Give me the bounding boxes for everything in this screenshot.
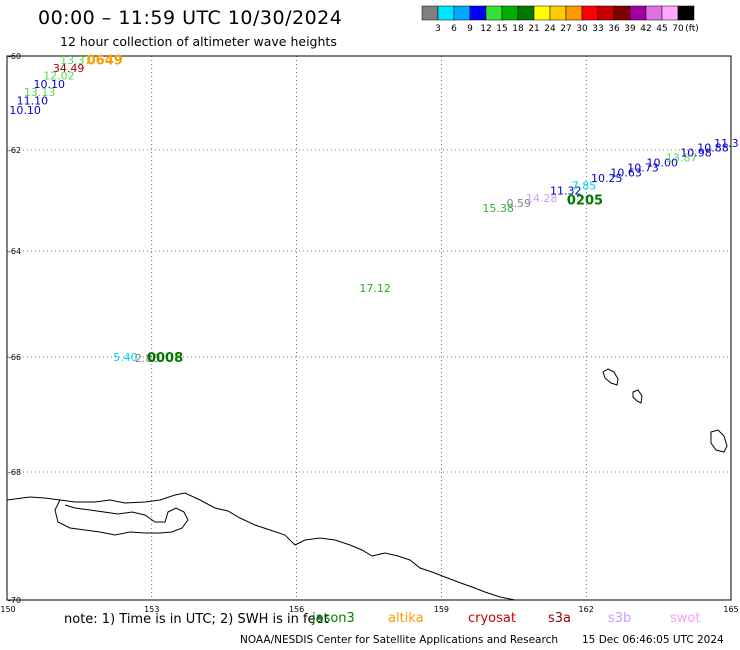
colorbar-tick-label: 24: [544, 24, 556, 34]
wave-height-label: 7.85: [572, 179, 597, 192]
latitude-tick-label: -68: [8, 468, 21, 477]
colorbar-swatch: [677, 5, 695, 21]
coastline: [6, 368, 728, 601]
longitude-tick-label: 150: [0, 605, 15, 614]
generated-timestamp: 15 Dec 06:46:05 UTC 2024: [582, 634, 724, 646]
map-subtitle: 12 hour collection of altimeter wave hei…: [60, 34, 337, 49]
satellite-legend: jason3 altika cryosat s3a s3b swot: [312, 611, 732, 629]
colorbar-legend: 3 6 9 12 15 18 21 24 27 30 33 36 39 42 45 70 (ft): [421, 5, 699, 34]
longitude-tick-label: 153: [144, 605, 159, 614]
colorbar-swatch: [437, 5, 455, 21]
latitude-tick-label: -70: [8, 596, 21, 605]
colorbar-tick-label: 9: [467, 24, 473, 34]
longitude-tick-label: 165: [723, 605, 738, 614]
wave-height-label: 0.59: [507, 197, 532, 210]
wave-height-label: 11.10: [17, 95, 49, 108]
island-3: [710, 429, 728, 453]
pass-time-labels: 0649 0205 0008: [87, 53, 603, 366]
wave-height-label: 13.37: [60, 54, 92, 67]
pass-time-label: 0008: [147, 351, 183, 366]
colorbar-tick-label: 3: [435, 24, 441, 34]
colorbar-tick-label: 33: [592, 24, 603, 34]
credit-text: NOAA/NESDIS Center for Satellite Applica…: [240, 634, 558, 646]
colorbar-tick-label: 30: [576, 24, 588, 34]
colorbar-swatch: [613, 5, 631, 21]
satellite-legend-item: s3a: [548, 611, 572, 626]
footer-note: note: 1) Time is in UTC; 2) SWH is in fe…: [64, 612, 329, 627]
wave-height-label: 15.38: [482, 202, 513, 215]
colorbar-tick-label: 27: [560, 24, 571, 34]
wave-height-label: 13.13: [24, 86, 56, 99]
map-frame: [6, 55, 732, 601]
wave-height-label: 17.12: [359, 282, 391, 295]
latitude-tick-label: -64: [8, 247, 21, 256]
longitude-tick-label: 159: [434, 605, 449, 614]
wave-height-label: 10.63: [610, 167, 642, 180]
satellite-legend-item: cryosat: [468, 611, 516, 626]
satellite-legend-item: jason3: [312, 611, 355, 626]
colorbar-tick-label: 39: [624, 24, 636, 34]
latitude-tick-label: -62: [8, 146, 21, 155]
colorbar-swatch: [517, 5, 535, 21]
colorbar-tick-label: 42: [640, 24, 651, 34]
coastal-ice-tongue: [54, 499, 189, 536]
wave-height-label: 11.32: [550, 184, 582, 197]
colorbar-swatch: [565, 5, 583, 21]
wave-height-label: 10.88: [697, 142, 729, 155]
colorbar-unit-label: (ft): [685, 24, 699, 34]
wave-height-label: 14.28: [526, 192, 558, 205]
wave-height-label: 5.40: [113, 351, 138, 364]
latitude-tick-label: -60: [8, 52, 21, 61]
colorbar-swatch: [549, 5, 567, 21]
wave-height-label: 10.10: [34, 78, 65, 91]
colorbar-swatch: [421, 5, 439, 21]
colorbar-tick-label: 18: [512, 24, 524, 34]
colorbar-swatch: [533, 5, 551, 21]
colorbar-swatch: [629, 5, 647, 21]
colorbar-swatch: [485, 5, 503, 21]
colorbar-tick-label: 21: [528, 24, 539, 34]
map-gridlines: [7, 56, 731, 600]
colorbar-swatch: [469, 5, 487, 21]
colorbar-swatch: [661, 5, 679, 21]
latitude-tick-label: -66: [8, 353, 21, 362]
antarctic-coastline: [6, 492, 516, 601]
colorbar-tick-label: 12: [480, 24, 491, 34]
pass-time-label: 0205: [567, 193, 603, 208]
colorbar-swatch: [581, 5, 599, 21]
colorbar-tick-label: 45: [656, 24, 667, 34]
island-1: [602, 368, 619, 386]
colorbar-swatch: [597, 5, 615, 21]
pass-time-label: 0649: [87, 53, 123, 68]
colorbar-tick-label: 36: [608, 24, 620, 34]
wave-height-label: 10.98: [680, 147, 712, 160]
island-2: [632, 389, 643, 404]
wave-height-label: 11.3: [714, 137, 739, 150]
wave-height-label: 13.87: [666, 152, 698, 165]
wave-height-label: 34.49: [53, 62, 85, 75]
longitude-tick-label: 162: [579, 605, 594, 614]
wave-height-label: 10.00: [647, 157, 679, 170]
colorbar-swatch: [645, 5, 663, 21]
observation-labels: 13.3734.4912.0210.1013.1311.1010.1015.38…: [9, 54, 738, 365]
longitude-tick-label: 156: [289, 605, 304, 614]
wave-height-label: 10.73: [627, 162, 659, 175]
satellite-legend-item: s3b: [608, 611, 632, 626]
map-title: 00:00 – 11:59 UTC 10/30/2024: [38, 7, 343, 29]
wave-height-label: 10.25: [591, 172, 623, 185]
wave-height-label: 2.80: [135, 352, 160, 365]
wave-height-label: 12.02: [43, 70, 74, 83]
colorbar-swatch: [453, 5, 471, 21]
wave-height-label: 10.10: [9, 104, 41, 117]
colorbar-tick-label: 15: [496, 24, 507, 34]
colorbar-swatch: [501, 5, 519, 21]
satellite-legend-item: swot: [670, 611, 701, 626]
satellite-legend-item: altika: [388, 611, 424, 626]
colorbar-tick-label: 70: [672, 24, 684, 34]
colorbar-tick-label: 6: [451, 24, 457, 34]
